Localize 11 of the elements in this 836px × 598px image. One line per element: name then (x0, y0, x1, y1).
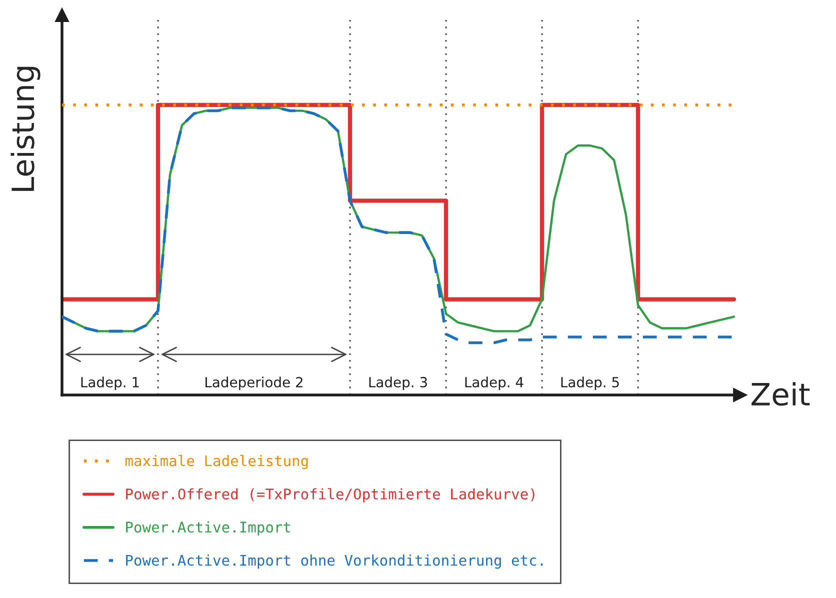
annotation: Ladep. 1 (81, 376, 139, 390)
legend-label: Power.Active.Import ohne Vorkonditionierung etc. (126, 554, 543, 569)
legend-label: Power.Offered (=TxProfile/Optimierte Ladekurve) (126, 488, 534, 502)
x-axis-title: Zeit (752, 382, 810, 406)
annotation: Ladep. 4 (465, 376, 524, 390)
legend-label: maximale Ladeleistung (125, 454, 308, 470)
y-axis-title: Leistung (10, 66, 40, 191)
annotation: Ladeperiode 2 (206, 376, 302, 390)
legend-label: Power.Active.Import (126, 521, 290, 536)
annotation: Ladep. 3 (369, 376, 427, 390)
annotation: Ladep. 5 (561, 376, 619, 390)
